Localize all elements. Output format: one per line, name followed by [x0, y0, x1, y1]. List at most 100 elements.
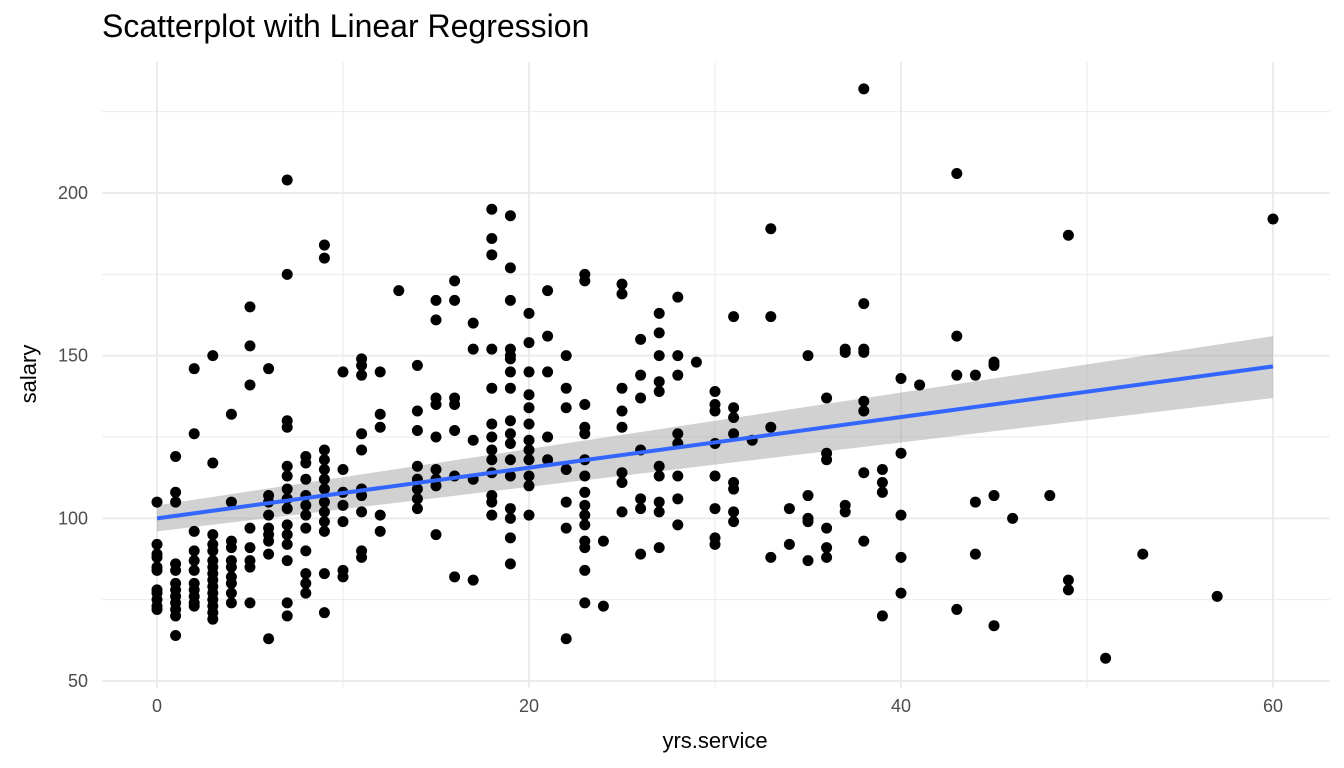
data-point: [560, 522, 572, 534]
y-tick-label: 100: [58, 508, 88, 528]
data-point: [486, 454, 498, 466]
data-point: [579, 564, 591, 576]
data-point: [728, 428, 740, 440]
data-point: [560, 496, 572, 508]
data-point: [318, 473, 330, 485]
data-point: [430, 398, 442, 410]
data-point: [653, 376, 665, 388]
data-point: [318, 483, 330, 495]
data-point: [839, 346, 851, 358]
data-point: [244, 561, 256, 573]
data-point: [151, 551, 163, 563]
data-point: [653, 496, 665, 508]
data-point: [542, 454, 554, 466]
data-point: [504, 382, 516, 394]
data-point: [523, 434, 535, 446]
data-point: [653, 350, 665, 362]
data-point: [374, 421, 386, 433]
data-point: [318, 516, 330, 528]
data-point: [486, 382, 498, 394]
data-point: [281, 529, 293, 541]
data-point: [504, 558, 516, 570]
data-point: [635, 392, 647, 404]
data-point: [616, 405, 628, 417]
data-point: [821, 542, 833, 554]
data-point: [1267, 213, 1279, 225]
data-point: [988, 359, 1000, 371]
data-point: [523, 337, 535, 349]
data-point: [1044, 490, 1056, 502]
data-point: [170, 496, 182, 508]
data-point: [523, 366, 535, 378]
data-point: [1062, 229, 1074, 241]
data-point: [523, 480, 535, 492]
data-point: [225, 408, 237, 420]
data-point: [653, 460, 665, 472]
data-point: [318, 464, 330, 476]
data-point: [281, 174, 293, 186]
data-point: [188, 428, 200, 440]
data-point: [1137, 548, 1149, 560]
data-point: [207, 350, 219, 362]
data-point: [356, 359, 368, 371]
data-point: [858, 535, 870, 547]
data-point: [765, 421, 777, 433]
data-point: [1007, 512, 1019, 524]
data-point: [188, 555, 200, 567]
data-point: [281, 268, 293, 280]
data-point: [281, 483, 293, 495]
data-point: [281, 503, 293, 515]
data-point: [486, 444, 498, 456]
data-point: [207, 457, 219, 469]
data-point: [356, 551, 368, 563]
data-point: [356, 506, 368, 518]
data-point: [616, 477, 628, 489]
data-point: [672, 428, 684, 440]
data-point: [504, 262, 516, 274]
data-point: [560, 633, 572, 645]
data-point: [523, 454, 535, 466]
data-point: [504, 366, 516, 378]
data-point: [281, 470, 293, 482]
data-point: [486, 343, 498, 355]
data-point: [188, 525, 200, 537]
data-point: [858, 395, 870, 407]
data-point: [244, 340, 256, 352]
data-point: [411, 503, 423, 515]
data-point: [300, 522, 312, 534]
data-point: [430, 314, 442, 326]
data-point: [876, 477, 888, 489]
data-point: [411, 493, 423, 505]
data-point: [579, 499, 591, 511]
y-axis-ticks: 50 100 150 200: [58, 183, 88, 691]
data-point: [374, 509, 386, 521]
data-point: [300, 568, 312, 580]
data-point: [969, 548, 981, 560]
data-point: [411, 405, 423, 417]
data-point: [765, 551, 777, 563]
data-point: [318, 525, 330, 537]
data-point: [411, 359, 423, 371]
data-point: [318, 239, 330, 251]
data-point: [951, 603, 963, 615]
data-point: [523, 402, 535, 414]
x-tick-label: 0: [152, 696, 162, 716]
data-point: [281, 538, 293, 550]
data-point: [337, 366, 349, 378]
data-point: [188, 564, 200, 576]
data-point: [374, 408, 386, 420]
data-point: [858, 83, 870, 95]
data-point: [821, 522, 833, 534]
data-point: [616, 421, 628, 433]
data-point: [635, 493, 647, 505]
data-point: [411, 460, 423, 472]
data-point: [597, 600, 609, 612]
x-axis-title: yrs.service: [662, 728, 767, 753]
data-point: [523, 470, 535, 482]
data-point: [858, 467, 870, 479]
data-point: [709, 470, 721, 482]
x-tick-label: 20: [519, 696, 539, 716]
data-point: [486, 249, 498, 261]
data-point: [170, 451, 182, 463]
